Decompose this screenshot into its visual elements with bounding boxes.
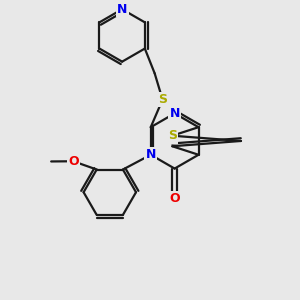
Text: N: N [169,107,180,120]
Text: O: O [68,155,79,168]
Text: N: N [146,148,156,161]
Text: S: S [168,129,177,142]
Text: O: O [169,192,180,206]
Text: N: N [117,3,127,16]
Text: S: S [158,93,167,106]
